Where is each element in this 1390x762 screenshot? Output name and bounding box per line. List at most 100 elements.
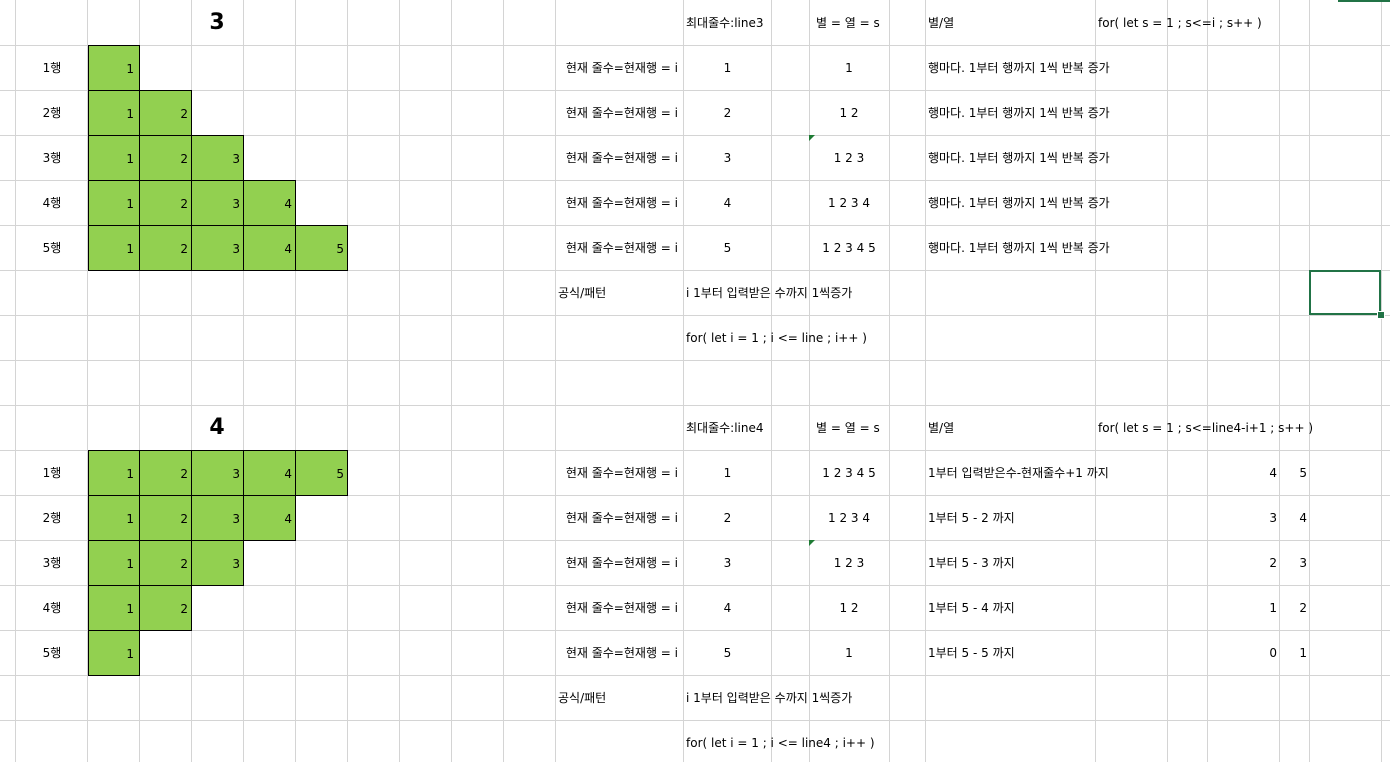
inner-loop-code[interactable]: for( let s = 1 ; s<=i ; s++ ) bbox=[1098, 16, 1262, 30]
formula-label[interactable]: 공식/패턴 bbox=[558, 691, 607, 705]
row-desc-label[interactable]: 현재 줄수=현재행 = i bbox=[565, 466, 678, 480]
row-i-value[interactable]: 4 bbox=[723, 601, 732, 615]
row-stars[interactable]: 1 2 3 bbox=[833, 151, 865, 165]
row-i-value[interactable]: 5 bbox=[723, 241, 732, 255]
fill-handle[interactable] bbox=[1377, 311, 1385, 319]
row-desc-label[interactable]: 현재 줄수=현재행 = i bbox=[565, 556, 678, 570]
row-desc-label[interactable]: 현재 줄수=현재행 = i bbox=[565, 151, 678, 165]
star-cell[interactable]: 1 bbox=[88, 585, 140, 631]
row-desc[interactable]: 1부터 5 - 4 까지 bbox=[928, 601, 1015, 615]
star-cell[interactable]: 3 bbox=[191, 180, 244, 226]
row-i-value[interactable]: 5 bbox=[723, 646, 732, 660]
formula-desc[interactable]: i 1부터 입력받은 수까지 1씩증가 bbox=[686, 286, 853, 300]
star-cell[interactable]: 5 bbox=[295, 450, 348, 496]
star-column-header[interactable]: 별/열 bbox=[928, 16, 955, 30]
row-label[interactable]: 4행 bbox=[42, 196, 62, 210]
row-label[interactable]: 2행 bbox=[42, 511, 62, 525]
star-cell[interactable]: 3 bbox=[191, 450, 244, 496]
star-cell[interactable]: 2 bbox=[139, 540, 192, 586]
selected-cell[interactable] bbox=[1309, 270, 1381, 315]
row-desc[interactable]: 행마다. 1부터 행까지 1씩 반복 증가 bbox=[928, 106, 1110, 120]
row-label[interactable]: 1행 bbox=[42, 466, 62, 480]
star-cell[interactable]: 2 bbox=[139, 495, 192, 541]
row-desc-label[interactable]: 현재 줄수=현재행 = i bbox=[565, 601, 678, 615]
row-i-value[interactable]: 1 bbox=[723, 466, 732, 480]
row-value-a[interactable]: 4 bbox=[1269, 466, 1277, 480]
star-cell[interactable]: 4 bbox=[243, 225, 296, 271]
row-label[interactable]: 5행 bbox=[42, 646, 62, 660]
row-desc[interactable]: 행마다. 1부터 행까지 1씩 반복 증가 bbox=[928, 61, 1110, 75]
row-desc[interactable]: 1부터 입력받은수-현재줄수+1 까지 bbox=[928, 466, 1109, 480]
star-column-header[interactable]: 별/열 bbox=[928, 421, 955, 435]
row-i-value[interactable]: 3 bbox=[723, 556, 732, 570]
star-cell[interactable]: 1 bbox=[88, 135, 140, 181]
row-label[interactable]: 4행 bbox=[42, 601, 62, 615]
row-desc[interactable]: 1부터 5 - 2 까지 bbox=[928, 511, 1015, 525]
row-value-a[interactable]: 3 bbox=[1269, 511, 1277, 525]
star-cell[interactable]: 3 bbox=[191, 135, 244, 181]
row-value-a[interactable]: 0 bbox=[1269, 646, 1277, 660]
row-stars[interactable]: 1 bbox=[845, 61, 853, 75]
star-cell[interactable]: 1 bbox=[88, 90, 140, 136]
star-cell[interactable]: 1 bbox=[88, 540, 140, 586]
max-lines-header[interactable]: 최대줄수:line3 bbox=[686, 16, 764, 30]
max-lines-header[interactable]: 최대줄수:line4 bbox=[686, 421, 764, 435]
star-equals-header[interactable]: 별 = 열 = s bbox=[816, 16, 880, 30]
star-cell[interactable]: 4 bbox=[243, 495, 296, 541]
star-cell[interactable]: 1 bbox=[88, 180, 140, 226]
star-cell[interactable]: 2 bbox=[139, 135, 192, 181]
star-cell[interactable]: 5 bbox=[295, 225, 348, 271]
outer-loop-code[interactable]: for( let i = 1 ; i <= line ; i++ ) bbox=[686, 331, 867, 345]
row-value-a[interactable]: 1 bbox=[1269, 601, 1277, 615]
inner-loop-code[interactable]: for( let s = 1 ; s<=line4-i+1 ; s++ ) bbox=[1098, 421, 1314, 435]
star-cell[interactable]: 3 bbox=[191, 540, 244, 586]
row-desc[interactable]: 행마다. 1부터 행까지 1씩 반복 증가 bbox=[928, 151, 1110, 165]
row-label[interactable]: 5행 bbox=[42, 241, 62, 255]
row-i-value[interactable]: 3 bbox=[723, 151, 732, 165]
row-i-value[interactable]: 1 bbox=[723, 61, 732, 75]
section-title[interactable]: 3 bbox=[209, 10, 225, 35]
star-cell[interactable]: 1 bbox=[88, 450, 140, 496]
formula-desc[interactable]: i 1부터 입력받은 수까지 1씩증가 bbox=[686, 691, 853, 705]
star-cell[interactable]: 2 bbox=[139, 180, 192, 226]
row-label[interactable]: 1행 bbox=[42, 61, 62, 75]
star-cell[interactable]: 2 bbox=[139, 450, 192, 496]
row-desc-label[interactable]: 현재 줄수=현재행 = i bbox=[565, 196, 678, 210]
row-i-value[interactable]: 2 bbox=[723, 106, 732, 120]
row-desc-label[interactable]: 현재 줄수=현재행 = i bbox=[565, 61, 678, 75]
row-value-b[interactable]: 3 bbox=[1299, 556, 1307, 570]
outer-loop-code[interactable]: for( let i = 1 ; i <= line4 ; i++ ) bbox=[686, 736, 875, 750]
section-title[interactable]: 4 bbox=[209, 415, 225, 440]
row-desc-label[interactable]: 현재 줄수=현재행 = i bbox=[565, 646, 678, 660]
star-cell[interactable]: 2 bbox=[139, 225, 192, 271]
row-label[interactable]: 3행 bbox=[42, 151, 62, 165]
row-value-b[interactable]: 2 bbox=[1299, 601, 1307, 615]
row-stars[interactable]: 1 bbox=[845, 646, 853, 660]
row-desc-label[interactable]: 현재 줄수=현재행 = i bbox=[565, 106, 678, 120]
row-desc[interactable]: 1부터 5 - 5 까지 bbox=[928, 646, 1015, 660]
row-i-value[interactable]: 4 bbox=[723, 196, 732, 210]
star-cell[interactable]: 1 bbox=[88, 225, 140, 271]
row-value-b[interactable]: 5 bbox=[1299, 466, 1307, 480]
row-value-b[interactable]: 1 bbox=[1299, 646, 1307, 660]
row-desc[interactable]: 행마다. 1부터 행까지 1씩 반복 증가 bbox=[928, 196, 1110, 210]
star-cell[interactable]: 1 bbox=[88, 495, 140, 541]
row-desc-label[interactable]: 현재 줄수=현재행 = i bbox=[565, 511, 678, 525]
row-stars[interactable]: 1 2 3 bbox=[833, 556, 865, 570]
row-stars[interactable]: 1 2 3 4 bbox=[828, 196, 870, 210]
row-i-value[interactable]: 2 bbox=[723, 511, 732, 525]
star-cell[interactable]: 1 bbox=[88, 630, 140, 676]
row-stars[interactable]: 1 2 3 4 5 bbox=[822, 466, 876, 480]
star-cell[interactable]: 2 bbox=[139, 585, 192, 631]
row-value-a[interactable]: 2 bbox=[1269, 556, 1277, 570]
star-equals-header[interactable]: 별 = 열 = s bbox=[816, 421, 880, 435]
star-cell[interactable]: 2 bbox=[139, 90, 192, 136]
star-cell[interactable]: 3 bbox=[191, 225, 244, 271]
row-desc[interactable]: 1부터 5 - 3 까지 bbox=[928, 556, 1015, 570]
star-cell[interactable]: 1 bbox=[88, 45, 140, 91]
row-label[interactable]: 3행 bbox=[42, 556, 62, 570]
row-stars[interactable]: 1 2 3 4 5 bbox=[822, 241, 876, 255]
row-stars[interactable]: 1 2 bbox=[839, 106, 859, 120]
star-cell[interactable]: 3 bbox=[191, 495, 244, 541]
row-value-b[interactable]: 4 bbox=[1299, 511, 1307, 525]
